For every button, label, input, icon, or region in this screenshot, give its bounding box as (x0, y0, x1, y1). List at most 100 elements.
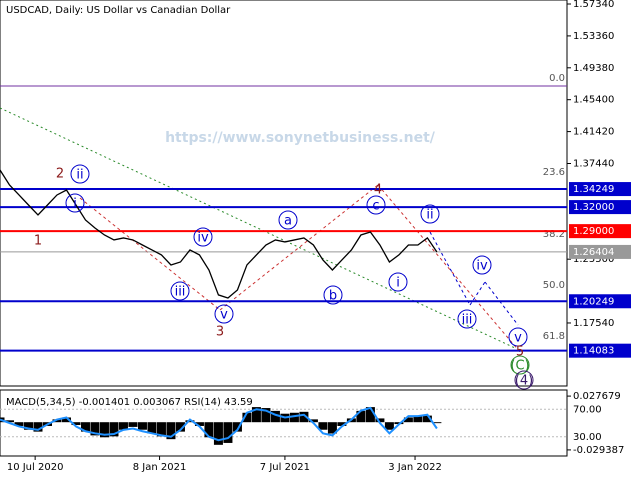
wave-label: ii (76, 168, 83, 183)
wave-label: 2 (56, 167, 64, 182)
wave-label: v (220, 308, 228, 323)
macd-bar (242, 412, 252, 423)
y-tick-label: 1.25500 (573, 254, 614, 265)
macd-bar (213, 422, 223, 445)
macd-bar (270, 410, 280, 423)
wave-label: (C) (510, 359, 529, 374)
y-tick-label: 1.37440 (573, 158, 614, 169)
wave-circle (70, 164, 90, 184)
indicator-tick-label: 0.027679 (573, 391, 621, 402)
macd-bar (365, 407, 375, 423)
wave-label: 1 (34, 234, 42, 249)
fib-label: 23.6 (543, 167, 565, 178)
level-label: 1.29000 (573, 226, 614, 237)
indicator-title: MACD(5,34,5) -0.001401 0.003067 RSI(14) … (6, 397, 253, 408)
macd-bar (71, 422, 81, 426)
wave-label: v (514, 331, 522, 346)
macd-bar (128, 422, 138, 427)
wave-label: i (396, 276, 400, 291)
wave-label: 4 (374, 183, 382, 198)
macd-bar (432, 422, 442, 424)
wave-label: 3 (216, 325, 224, 340)
macd-bar (80, 422, 90, 432)
wave-circle (278, 210, 298, 230)
wave-label: ii (426, 208, 433, 223)
macd-bar (422, 415, 432, 423)
macd-bar (175, 422, 185, 432)
wave-circle (472, 255, 492, 275)
level-box (569, 294, 631, 309)
level-box (569, 244, 631, 259)
wave-circle (65, 193, 85, 213)
fib-label: 50.0 (543, 280, 565, 291)
wave-circle (457, 309, 477, 329)
wave-label: b (329, 289, 337, 304)
wave-label: 5 (516, 345, 524, 360)
wave-circle (510, 355, 530, 375)
macd-bar (147, 422, 157, 434)
level-label: 1.26404 (573, 247, 614, 258)
macd-bar (232, 422, 242, 432)
wave-circle (193, 227, 213, 247)
macd-bar (204, 422, 214, 438)
watermark: https://www.sonynetbusiness.net/ (165, 130, 436, 146)
macd-bar (118, 422, 128, 430)
level-box (569, 182, 631, 197)
y-tick-label: 1.45400 (573, 95, 614, 106)
wave-line (429, 231, 471, 306)
y-tick-label: 1.41420 (573, 127, 614, 138)
wave-label: (4) (515, 374, 533, 389)
macd-bar (327, 422, 337, 434)
indicator-frame (0, 389, 568, 457)
macd-bar (166, 422, 176, 440)
wave-circle (508, 327, 528, 347)
macd-bar (23, 422, 33, 430)
macd-bar (299, 411, 309, 423)
wave-line (377, 184, 521, 353)
fib-label: 38.2 (543, 229, 565, 240)
macd-bar (261, 408, 271, 423)
level-label: 1.14083 (573, 346, 614, 357)
macd-bar (90, 422, 100, 436)
wave-line (219, 184, 379, 311)
x-tick-label: 3 Jan 2022 (388, 462, 442, 473)
x-tick-label: 10 Jul 2020 (7, 462, 64, 473)
wave-label: iii (175, 285, 186, 300)
price-frame (0, 0, 568, 387)
y-tick-label: 1.53360 (573, 31, 614, 42)
wave-label: c (372, 199, 379, 214)
macd-bar (4, 420, 14, 423)
indicator-tick-label: -0.029387 (573, 445, 624, 456)
wave-circle (514, 370, 534, 390)
macd-bar (375, 418, 385, 423)
macd-bar (223, 422, 233, 443)
macd-bar (185, 420, 195, 423)
x-tick-label: 8 Jan 2021 (133, 462, 187, 473)
macd-bar (99, 422, 109, 438)
macd-bar (308, 419, 318, 423)
wave-circle (323, 285, 343, 305)
wave-label: iii (462, 313, 473, 328)
indicator-tick-label: 30.00 (573, 432, 602, 443)
level-box (569, 224, 631, 239)
macd-bar (403, 417, 413, 423)
macd-bar (137, 422, 147, 430)
y-tick-label: 1.49380 (573, 63, 614, 74)
wave-label: iv (197, 231, 209, 246)
macd-bar (14, 422, 24, 426)
wave-label: a (284, 214, 292, 229)
macd-bar (61, 417, 71, 423)
macd-bar (318, 422, 328, 430)
macd-bar (413, 416, 423, 423)
macd-bar (109, 422, 119, 437)
level-label: 1.34249 (573, 184, 614, 195)
wave-circle (420, 204, 440, 224)
level-label: 1.20249 (573, 296, 614, 307)
macd-bar (156, 422, 166, 437)
level-label: 1.32000 (573, 202, 614, 213)
wave-circle (214, 304, 234, 324)
rsi-line (0, 406, 438, 442)
level-box (569, 343, 631, 358)
wave-circle (388, 272, 408, 292)
